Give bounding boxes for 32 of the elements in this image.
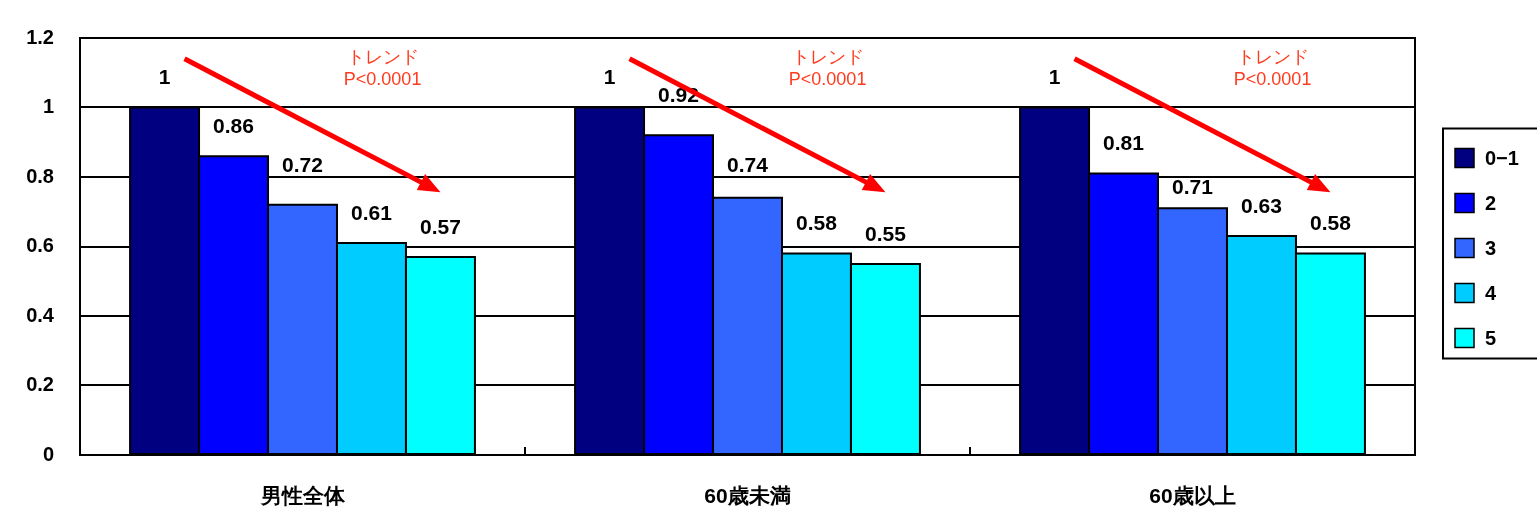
x-tick-label: 男性全体 xyxy=(259,484,346,508)
legend-label: 2 xyxy=(1485,191,1497,214)
annotation: トレンド P<0.0001 xyxy=(1233,47,1312,90)
legend-label: 3 xyxy=(1485,236,1497,259)
data-label: 0.58 xyxy=(796,211,838,235)
annotation: トレンド P<0.0001 xyxy=(788,47,867,90)
data-label: 0.81 xyxy=(1103,131,1145,155)
data-label: 0.57 xyxy=(420,214,461,238)
y-tick-label: 1 xyxy=(42,95,54,118)
data-label: 0.74 xyxy=(727,152,769,176)
legend-label: 5 xyxy=(1485,326,1497,349)
annotation: トレンド P<0.0001 xyxy=(343,47,422,90)
y-tick-label: 0.2 xyxy=(26,373,54,396)
data-label: 0.71 xyxy=(1172,174,1214,198)
data-label: 1 xyxy=(158,65,171,89)
data-label: 0.72 xyxy=(282,152,323,176)
y-tick-label: 0.8 xyxy=(26,164,54,187)
x-tick-label: 60歳未満 xyxy=(704,484,791,508)
legend-label: 0−1 xyxy=(1485,146,1519,169)
data-label: 1 xyxy=(1048,65,1061,89)
y-tick-label: 1.2 xyxy=(26,25,54,48)
data-label: 0.63 xyxy=(1241,193,1282,217)
y-tick-label: 0.4 xyxy=(26,303,55,326)
data-label: 0.61 xyxy=(351,200,393,224)
y-tick-label: 0 xyxy=(42,442,54,465)
data-label: 0.86 xyxy=(213,113,254,137)
x-tick-label: 60歳以上 xyxy=(1149,484,1236,508)
data-label: 0.58 xyxy=(1310,211,1352,235)
data-label: 0.55 xyxy=(865,221,907,245)
y-tick-label: 0.6 xyxy=(26,234,54,257)
data-label: 1 xyxy=(603,65,616,89)
legend-label: 4 xyxy=(1485,281,1497,304)
